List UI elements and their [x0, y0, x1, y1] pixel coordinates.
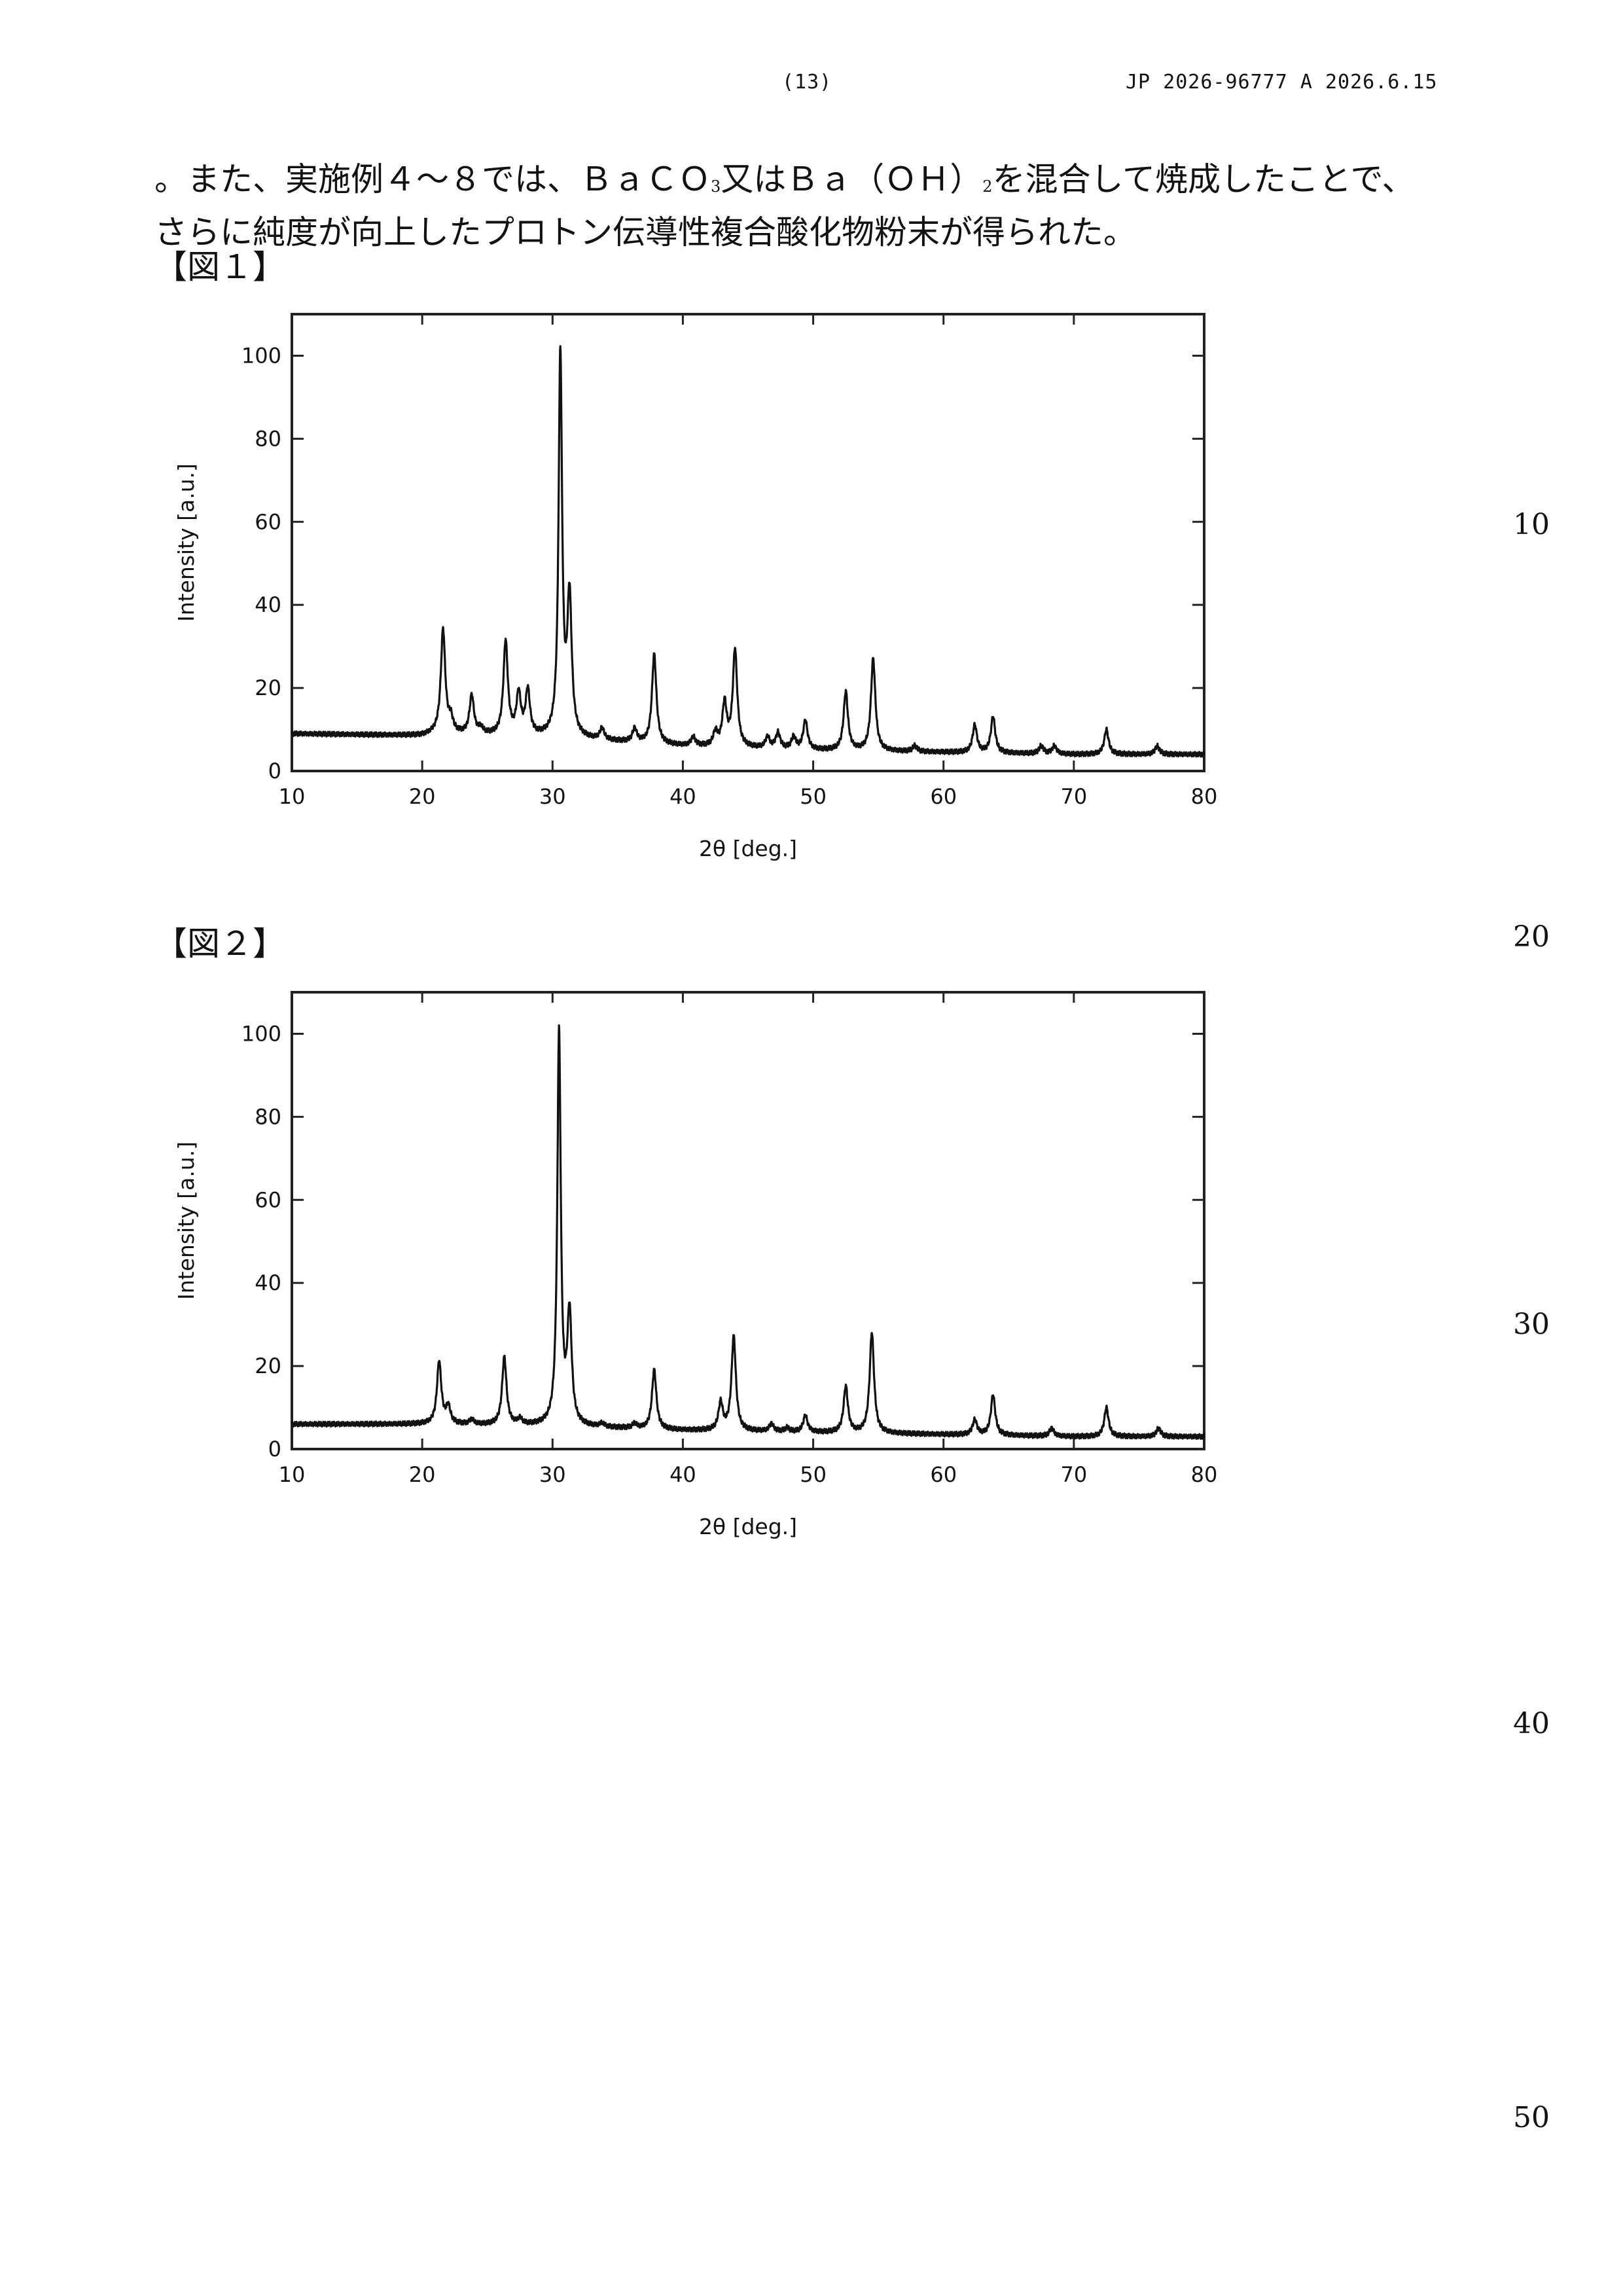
x-tick-label: 40	[669, 1462, 696, 1487]
x-tick-label: 20	[409, 1462, 436, 1487]
line-number-20: 20	[1513, 920, 1550, 954]
line1-mid: 又はＢａ（ＯＨ）	[721, 160, 983, 198]
y-tick-label: 80	[255, 426, 281, 451]
figure-1-label: 【図１】	[154, 248, 285, 286]
plot-frame	[291, 313, 1205, 772]
y-tick-label: 20	[255, 1354, 281, 1378]
y-tick-label: 40	[255, 592, 281, 617]
x-tick-label: 70	[1060, 1462, 1087, 1487]
line-number-40: 40	[1513, 1707, 1550, 1740]
x-axis-label: 2θ [deg.]	[699, 1514, 797, 1539]
x-tick-label: 30	[539, 784, 566, 809]
y-tick-label: 0	[268, 759, 281, 783]
line1-post: を混合して焼成したことで、	[992, 160, 1415, 198]
paragraph-line-2: さらに純度が向上したプロトン伝導性複合酸化物粉末が得られた。	[154, 213, 1136, 251]
x-tick-label: 60	[930, 1462, 957, 1487]
line-number-30: 30	[1513, 1308, 1550, 1341]
line-number-50: 50	[1513, 2101, 1550, 2134]
paragraph-line-1: 。また、実施例４～８では、ＢａＣＯ3又はＢａ（ＯＨ）2を混合して焼成したことで、	[154, 156, 1463, 209]
x-tick-label: 60	[930, 784, 957, 809]
y-tick-label: 80	[255, 1104, 281, 1129]
body-paragraph: 。また、実施例４～８では、ＢａＣＯ3又はＢａ（ＯＨ）2を混合して焼成したことで、…	[154, 156, 1463, 256]
x-tick-label: 40	[669, 784, 696, 809]
y-axis-label: Intensity [a.u.]	[173, 1141, 199, 1300]
x-tick-label: 50	[800, 784, 827, 809]
figure-2-label: 【図２】	[154, 925, 285, 963]
y-tick-label: 100	[241, 1021, 281, 1046]
subscript-2: 2	[982, 177, 993, 196]
xrd-chart-figure-1: 10 20 30 40 50 60 70 80 0 20 40 60 80 100 2θ [deg.] Int…	[173, 313, 1218, 861]
y-tick-label: 40	[255, 1270, 281, 1295]
page-number: (13)	[782, 71, 832, 94]
y-axis-label: Intensity [a.u.]	[173, 463, 199, 622]
line-number-10: 10	[1513, 508, 1550, 541]
xrd-pattern-line	[291, 345, 1205, 758]
y-tick-label: 60	[255, 1187, 281, 1212]
x-tick-label: 10	[279, 784, 306, 809]
y-tick-label: 0	[268, 1437, 281, 1462]
xrd-pattern-line	[291, 1024, 1205, 1440]
x-tick-label: 50	[800, 1462, 827, 1487]
x-tick-label: 80	[1191, 1462, 1218, 1487]
plot-frame	[291, 991, 1205, 1450]
x-tick-label: 10	[279, 1462, 306, 1487]
peak-point	[450, 720, 452, 723]
x-tick-label: 20	[409, 784, 436, 809]
y-tick-label: 20	[255, 675, 281, 700]
x-axis-label: 2θ [deg.]	[699, 836, 797, 861]
y-tick-label: 100	[241, 343, 281, 368]
x-tick-label: 70	[1060, 784, 1087, 809]
x-tick-label: 80	[1191, 784, 1218, 809]
xrd-chart-figure-2: 10 20 30 40 50 60 70 80 0 20 40 60 80 100 2θ [deg.] Int…	[173, 991, 1218, 1539]
line1-pre: 。また、実施例４～８では、ＢａＣＯ	[154, 160, 711, 198]
subscript-3: 3	[711, 177, 721, 196]
document-id: JP 2026-96777 A 2026.6.15	[1126, 71, 1438, 94]
x-tick-label: 30	[539, 1462, 566, 1487]
peak-point	[480, 728, 482, 731]
y-tick-label: 60	[255, 509, 281, 534]
